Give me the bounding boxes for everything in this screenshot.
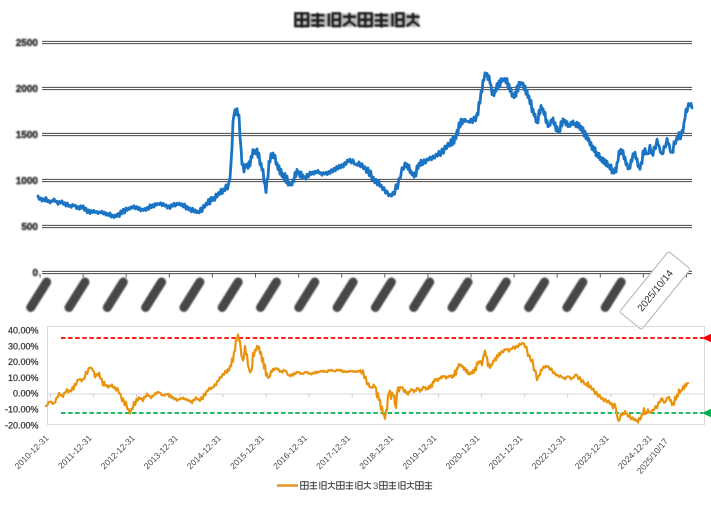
svg-text:500: 500 [21, 222, 38, 233]
svg-text:30.00%: 30.00% [8, 341, 39, 351]
svg-text:3: 3 [373, 481, 378, 492]
svg-text:20.00%: 20.00% [8, 357, 39, 367]
svg-text:2500: 2500 [16, 38, 39, 49]
svg-text:2000: 2000 [16, 84, 39, 95]
svg-text:-10.00%: -10.00% [5, 405, 39, 415]
svg-text:1500: 1500 [16, 130, 39, 141]
svg-text:0: 0 [32, 268, 38, 279]
svg-text:0.00%: 0.00% [13, 389, 39, 399]
svg-text:10.00%: 10.00% [8, 373, 39, 383]
svg-text:40.00%: 40.00% [8, 326, 39, 336]
svg-text:-20.00%: -20.00% [5, 420, 39, 430]
svg-text:1000: 1000 [16, 176, 39, 187]
